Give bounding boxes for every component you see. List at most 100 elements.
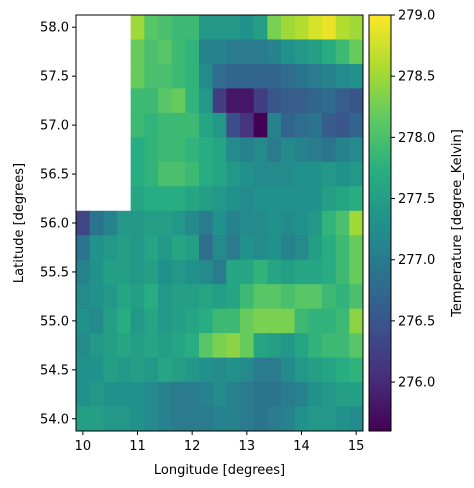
- heatmap-cell: [144, 284, 159, 310]
- heatmap-cell: [253, 15, 268, 40]
- heatmap-cell: [281, 161, 296, 187]
- heatmap-cell: [308, 259, 323, 285]
- heatmap-cell: [294, 186, 309, 212]
- heatmap-cell: [322, 137, 337, 163]
- heatmap-cell: [322, 210, 337, 236]
- heatmap-cell: [349, 357, 364, 383]
- heatmap-cell: [185, 210, 200, 236]
- heatmap-cell: [267, 161, 282, 187]
- heatmap-cell: [322, 186, 337, 212]
- heatmap-cell: [322, 308, 337, 334]
- heatmap-cell: [76, 308, 91, 334]
- heatmap-cell: [158, 259, 173, 285]
- heatmap-cell: [171, 88, 186, 114]
- heatmap-cell: [199, 333, 214, 359]
- heatmap-cell: [199, 161, 214, 187]
- heatmap-cell: [76, 210, 91, 236]
- heatmap-cell: [171, 235, 186, 261]
- heatmap-cell: [185, 382, 200, 408]
- heatmap-cell: [226, 186, 241, 212]
- heatmap-cell: [226, 137, 241, 163]
- heatmap-cell: [89, 284, 104, 310]
- heatmap-cell: [253, 186, 268, 212]
- heatmap-cell: [226, 333, 241, 359]
- heatmap-cell: [322, 112, 337, 138]
- heatmap-cell: [349, 63, 364, 89]
- heatmap-cell: [212, 308, 227, 334]
- heatmap-cell: [103, 382, 118, 408]
- heatmap-cell: [335, 88, 350, 114]
- heatmap-cell: [117, 382, 132, 408]
- heatmap-cell: [335, 63, 350, 89]
- colorbar-label: Temperature [degree_Kelvin]: [450, 129, 465, 318]
- heatmap-cell: [103, 210, 118, 236]
- heatmap-cell: [322, 259, 337, 285]
- heatmap-cell: [185, 137, 200, 163]
- heatmap-cell: [130, 39, 145, 65]
- heatmap-cell: [349, 235, 364, 261]
- heatmap-cell: [281, 406, 296, 432]
- heatmap-cell: [267, 137, 282, 163]
- heatmap-cell: [158, 333, 173, 359]
- heatmap-cell: [349, 382, 364, 408]
- heatmap-cell: [226, 63, 241, 89]
- heatmap-cell: [281, 284, 296, 310]
- heatmap-cell: [117, 357, 132, 383]
- heatmap-cell: [171, 406, 186, 432]
- heatmap-cell: [240, 210, 255, 236]
- heatmap-cell: [185, 259, 200, 285]
- heatmap-cell: [322, 235, 337, 261]
- heatmap-cell: [185, 357, 200, 383]
- heatmap-cell: [199, 357, 214, 383]
- heatmap-cell: [158, 88, 173, 114]
- heatmap-cell: [240, 15, 255, 40]
- heatmap-cell: [349, 186, 364, 212]
- heatmap-cell: [240, 284, 255, 310]
- heatmap-cell: [294, 161, 309, 187]
- heatmap-cell: [117, 308, 132, 334]
- heatmap-cell: [185, 284, 200, 310]
- heatmap-cell: [212, 161, 227, 187]
- heatmap-cell: [117, 406, 132, 432]
- heatmap-cell: [212, 112, 227, 138]
- y-tick-label: 57.5: [40, 70, 69, 85]
- heatmap-cell: [103, 259, 118, 285]
- heatmap-cell: [281, 88, 296, 114]
- heatmap-cell: [240, 357, 255, 383]
- heatmap-cell: [171, 161, 186, 187]
- heatmap-cell: [308, 284, 323, 310]
- colorbar-tick-label: 276.0: [398, 376, 435, 391]
- heatmap-cell: [281, 186, 296, 212]
- heatmap-cell: [335, 161, 350, 187]
- heatmap-cell: [349, 284, 364, 310]
- heatmap-cell: [158, 39, 173, 65]
- heatmap-cell: [171, 382, 186, 408]
- y-axis: 54.0 54.5 55.0 55.5 56.0 56.5 57.0 57.5 58.0: [40, 21, 76, 427]
- heatmap-cell: [308, 137, 323, 163]
- heatmap-cell: [267, 39, 282, 65]
- heatmap-cell: [130, 259, 145, 285]
- heatmap-cell: [349, 259, 364, 285]
- heatmap-cell: [267, 259, 282, 285]
- heatmap-cell: [171, 186, 186, 212]
- y-tick-label: 57.0: [40, 119, 69, 134]
- heatmap-cell: [76, 284, 91, 310]
- heatmap-cell: [281, 39, 296, 65]
- y-tick-label: 54.5: [40, 363, 69, 378]
- heatmap-cell: [308, 112, 323, 138]
- heatmap-cell: [349, 210, 364, 236]
- heatmap-cell: [199, 382, 214, 408]
- heatmap-cell: [144, 333, 159, 359]
- heatmap-cell: [226, 308, 241, 334]
- heatmap-cell: [76, 235, 91, 261]
- heatmap-cell: [212, 137, 227, 163]
- heatmap-cell: [281, 63, 296, 89]
- heatmap-cell: [212, 357, 227, 383]
- heatmap-cell: [267, 235, 282, 261]
- heatmap-cell: [158, 112, 173, 138]
- heatmap-cell: [144, 357, 159, 383]
- heatmap-cell: [144, 259, 159, 285]
- heatmap-cell: [349, 137, 364, 163]
- heatmap-cell: [199, 284, 214, 310]
